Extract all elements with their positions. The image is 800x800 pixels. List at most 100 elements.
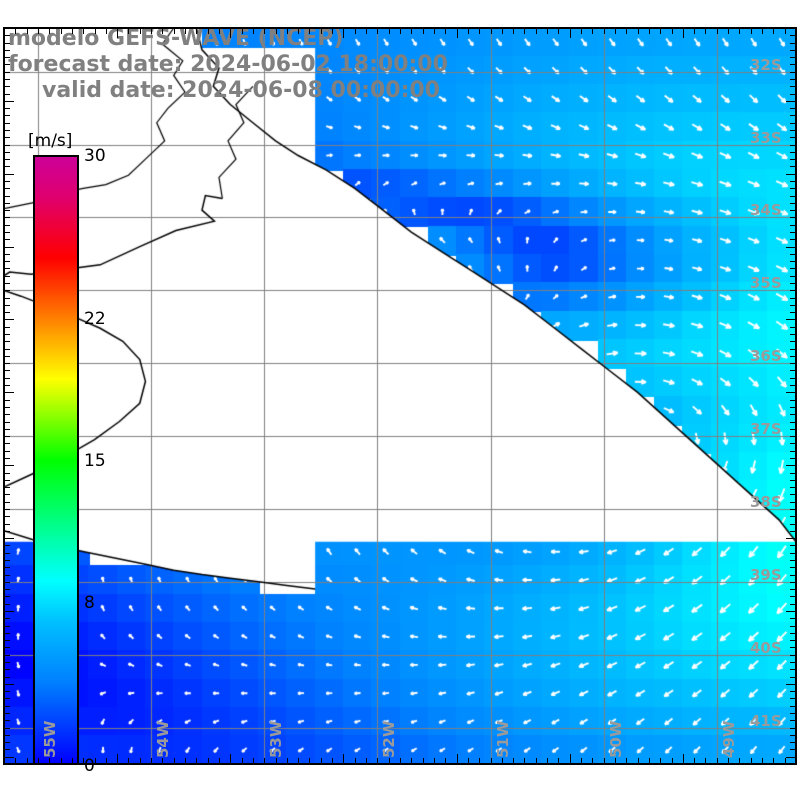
- axis-line: [4, 239, 10, 240]
- axis-line: [4, 290, 10, 291]
- axis-line: [739, 28, 740, 34]
- axis-line: [491, 758, 492, 764]
- axis-line: [253, 758, 254, 764]
- colorbar-gradient: [33, 155, 79, 765]
- axis-line: [790, 217, 796, 218]
- lat-label-41S: 41S: [750, 711, 782, 730]
- colorbar-tick-0: 0: [84, 756, 95, 776]
- axis-line: [4, 276, 10, 277]
- axis-line: [717, 758, 718, 764]
- axis-line: [790, 626, 796, 627]
- axis-line: [4, 611, 14, 612]
- axis-line: [4, 749, 10, 750]
- axis-line: [4, 115, 10, 116]
- axis-line: [151, 28, 152, 34]
- axis-line: [4, 349, 10, 350]
- axis-line: [796, 754, 797, 764]
- axis-line: [4, 341, 10, 342]
- axis-line: [502, 758, 503, 764]
- axis-line: [4, 225, 10, 226]
- axis-line: [4, 305, 10, 306]
- axis-line: [790, 749, 796, 750]
- axis-line: [790, 560, 796, 561]
- axis-line: [4, 108, 10, 109]
- axis-line: [739, 758, 740, 764]
- axis-line: [491, 28, 492, 34]
- axis-line: [423, 758, 424, 764]
- axis-line: [790, 735, 796, 736]
- axis-line: [4, 764, 10, 765]
- axis-line: [4, 123, 10, 124]
- axis-line: [790, 334, 796, 335]
- axis-line: [790, 159, 796, 160]
- axis-line: [705, 28, 706, 34]
- axis-line: [4, 458, 10, 459]
- axis-line: [785, 758, 786, 764]
- axis-line: [4, 217, 10, 218]
- axis-line: [536, 28, 537, 34]
- axis-line: [790, 50, 796, 51]
- axis-line: [790, 64, 796, 65]
- axis-line: [751, 758, 752, 764]
- axis-line: [795, 27, 797, 765]
- axis-line: [683, 754, 684, 764]
- axis-line: [790, 713, 796, 714]
- axis-line: [219, 28, 220, 34]
- axis-line: [4, 494, 10, 495]
- axis-line: [785, 28, 786, 34]
- axis-line: [626, 28, 627, 34]
- axis-line: [790, 137, 796, 138]
- axis-line: [4, 436, 10, 437]
- axis-line: [4, 706, 10, 707]
- axis-line: [790, 35, 796, 36]
- axis-line: [95, 28, 96, 34]
- axis-line: [162, 758, 163, 764]
- axis-line: [4, 130, 10, 131]
- axis-line: [4, 742, 10, 743]
- axis-line: [570, 28, 571, 38]
- axis-line: [790, 436, 796, 437]
- axis-line: [276, 758, 277, 764]
- axis-line: [790, 487, 796, 488]
- axis-line: [790, 494, 796, 495]
- axis-line: [581, 28, 582, 34]
- axis-line: [728, 758, 729, 764]
- axis-line: [230, 28, 231, 38]
- axis-line: [185, 758, 186, 764]
- axis-line: [445, 758, 446, 764]
- axis-line: [790, 312, 796, 313]
- axis-line: [4, 538, 14, 539]
- axis-line: [762, 758, 763, 764]
- axis-line: [457, 754, 458, 764]
- axis-line: [457, 28, 458, 38]
- axis-line: [4, 553, 10, 554]
- lat-label-37S: 37S: [750, 420, 782, 439]
- axis-line: [4, 473, 10, 474]
- axis-line: [786, 28, 796, 29]
- axis-line: [513, 758, 514, 764]
- axis-line: [790, 57, 796, 58]
- axis-line: [253, 28, 254, 34]
- axis-line: [786, 465, 796, 466]
- axis-line: [4, 312, 10, 313]
- axis-line: [106, 758, 107, 764]
- axis-line: [377, 758, 378, 764]
- axis-line: [790, 130, 796, 131]
- axis-line: [790, 72, 796, 73]
- axis-line: [790, 458, 796, 459]
- axis-line: [479, 28, 480, 34]
- axis-line: [287, 758, 288, 764]
- axis-line: [4, 655, 10, 656]
- axis-line: [790, 647, 796, 648]
- axis-line: [61, 758, 62, 764]
- axis-line: [4, 735, 10, 736]
- axis-line: [4, 713, 10, 714]
- axis-line: [4, 414, 10, 415]
- axis-line: [208, 28, 209, 34]
- axis-line: [162, 28, 163, 34]
- axis-line: [615, 28, 616, 34]
- axis-line: [796, 28, 797, 38]
- axis-line: [4, 575, 10, 576]
- axis-line: [4, 188, 10, 189]
- axis-line: [230, 754, 231, 764]
